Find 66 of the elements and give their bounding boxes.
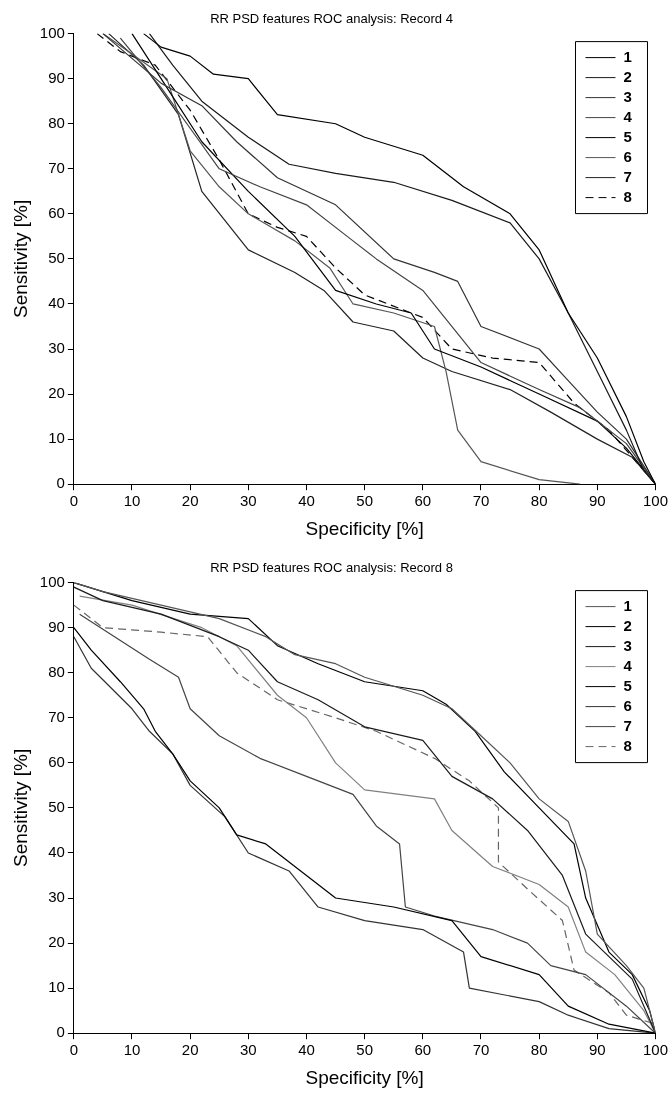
- y-tick-label: 90: [48, 617, 65, 635]
- y-tick-label: 30: [48, 888, 65, 906]
- x-tick-label: 80: [530, 1041, 548, 1059]
- chart-title: RR PSD features ROC analysis: Record 4: [210, 11, 453, 27]
- legend-label: 1: [623, 47, 632, 65]
- x-tick-label: 30: [239, 1041, 257, 1059]
- legend-label: 4: [623, 107, 633, 125]
- y-axis-title: Sensitivity [%]: [9, 199, 31, 319]
- x-tick-label: 20: [181, 492, 199, 510]
- legend-label: 5: [623, 127, 632, 145]
- x-tick-label: 70: [472, 492, 490, 510]
- y-tick-label: 10: [48, 978, 65, 996]
- x-tick-label: 100: [642, 492, 668, 510]
- y-tick-label: 20: [48, 384, 65, 402]
- x-tick-label: 70: [472, 1041, 490, 1059]
- y-tick-label: 60: [48, 752, 65, 770]
- y-tick-label: 60: [48, 203, 65, 221]
- x-axis-title: Specificity [%]: [305, 1066, 424, 1088]
- y-tick-label: 30: [48, 339, 65, 357]
- legend-label: 3: [623, 87, 632, 105]
- y-tick-label: 0: [56, 474, 65, 492]
- legend-label: 6: [623, 696, 632, 714]
- x-tick-label: 90: [588, 1041, 606, 1059]
- legend-label: 6: [623, 147, 632, 165]
- y-tick-label: 0: [56, 1023, 65, 1041]
- legend-label: 8: [623, 736, 632, 754]
- x-tick-label: 80: [530, 492, 548, 510]
- x-tick-label: 50: [356, 1041, 373, 1059]
- x-tick-label: 0: [69, 492, 78, 510]
- x-tick-label: 20: [181, 1041, 199, 1059]
- x-tick-label: 90: [588, 492, 606, 510]
- y-tick-label: 10: [48, 429, 65, 447]
- legend-label: 1: [623, 596, 632, 614]
- y-tick-label: 90: [48, 68, 65, 86]
- y-tick-label: 70: [48, 707, 65, 725]
- x-tick-label: 10: [123, 1041, 141, 1059]
- x-tick-label: 0: [69, 1041, 78, 1059]
- legend-label: 7: [623, 167, 632, 185]
- x-tick-label: 10: [123, 492, 141, 510]
- x-tick-label: 50: [356, 492, 373, 510]
- y-tick-label: 70: [48, 158, 65, 176]
- y-tick-label: 50: [48, 249, 65, 267]
- x-tick-label: 60: [414, 1041, 432, 1059]
- legend-label: 2: [623, 67, 632, 85]
- legend-label: 8: [623, 187, 632, 205]
- legend-label: 3: [623, 636, 632, 654]
- x-tick-label: 100: [642, 1041, 668, 1059]
- chart-title: RR PSD features ROC analysis: Record 8: [210, 560, 453, 576]
- y-axis-title: Sensitivity [%]: [9, 748, 31, 868]
- legend-label: 2: [623, 616, 632, 634]
- legend-label: 4: [623, 656, 633, 674]
- y-tick-label: 40: [48, 294, 65, 312]
- y-tick-label: 50: [48, 798, 65, 816]
- x-tick-label: 40: [298, 492, 315, 510]
- y-tick-label: 100: [39, 23, 65, 41]
- x-tick-label: 60: [414, 492, 432, 510]
- y-tick-label: 80: [48, 662, 65, 680]
- x-tick-label: 30: [239, 492, 257, 510]
- legend-label: 7: [623, 716, 632, 734]
- y-tick-label: 40: [48, 843, 65, 861]
- x-axis-title: Specificity [%]: [305, 517, 424, 539]
- y-tick-label: 100: [39, 572, 65, 590]
- legend-label: 5: [623, 676, 632, 694]
- y-tick-label: 80: [48, 113, 65, 131]
- x-tick-label: 40: [298, 1041, 315, 1059]
- y-tick-label: 20: [48, 933, 65, 951]
